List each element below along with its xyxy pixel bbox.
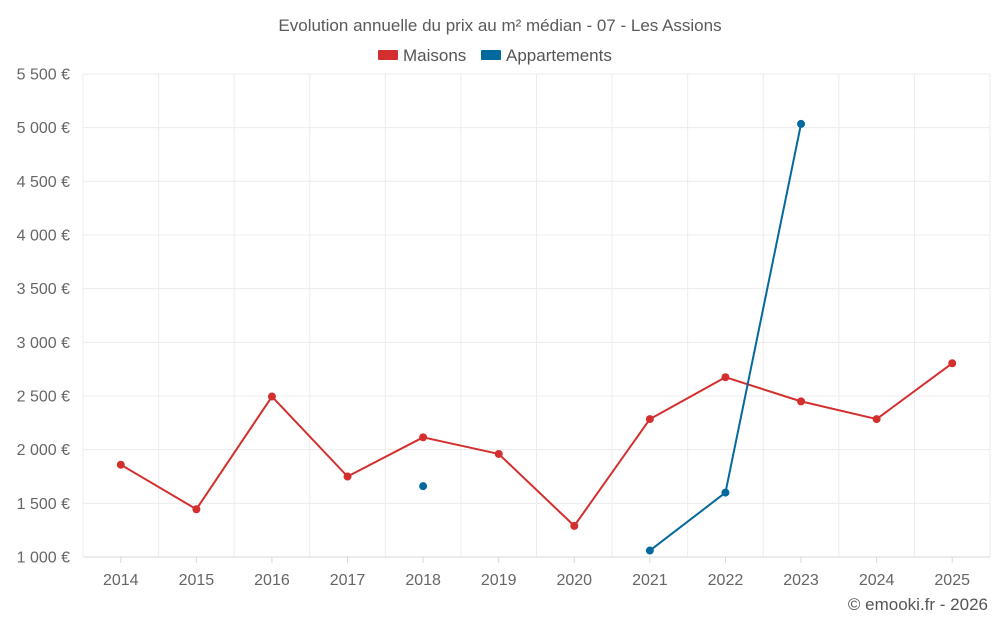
x-tick-label: 2021	[632, 572, 668, 589]
data-point-appartements[interactable]	[797, 119, 806, 128]
x-tick-label: 2024	[859, 572, 895, 589]
y-tick-label: 5 000 €	[17, 120, 70, 137]
x-tick-label: 2017	[330, 572, 366, 589]
data-point-appartements[interactable]	[419, 482, 428, 491]
y-tick-label: 2 500 €	[17, 389, 70, 406]
data-point-maisons[interactable]	[343, 472, 352, 481]
x-tick-label: 2022	[708, 572, 744, 589]
legend: Maisons Appartements	[378, 46, 612, 65]
data-point-maisons[interactable]	[419, 433, 428, 442]
data-point-maisons[interactable]	[494, 449, 503, 458]
grid	[82, 73, 991, 557]
x-tick-label: 2014	[103, 572, 139, 589]
legend-label-maisons: Maisons	[403, 46, 466, 65]
series-layer	[116, 119, 957, 555]
legend-item-appartements[interactable]: Appartements	[481, 46, 612, 65]
data-point-maisons[interactable]	[645, 415, 654, 424]
y-tick-label: 5 500 €	[17, 67, 70, 84]
x-tick-label: 2020	[556, 572, 592, 589]
series-line-maisons	[120, 362, 953, 527]
data-point-maisons[interactable]	[797, 397, 806, 406]
legend-swatch-appartements	[481, 50, 501, 60]
y-tick-label: 2 000 €	[17, 442, 70, 459]
y-tick-label: 3 500 €	[17, 281, 70, 298]
y-tick-label: 1 000 €	[17, 550, 70, 567]
x-tick-label: 2018	[405, 572, 441, 589]
data-point-maisons[interactable]	[570, 521, 579, 530]
legend-label-appartements: Appartements	[506, 46, 612, 65]
data-point-appartements[interactable]	[721, 488, 730, 497]
axes: 1 000 € 1 500 € 2 000 € 2 500 € 3 000 € 3 500…	[17, 67, 990, 589]
y-tick-label: 4 000 €	[17, 228, 70, 245]
data-point-maisons[interactable]	[872, 415, 881, 424]
data-point-maisons[interactable]	[192, 505, 201, 514]
copyright-credit: © emooki.fr - 2026	[848, 595, 988, 614]
data-point-maisons[interactable]	[948, 359, 957, 368]
data-point-maisons[interactable]	[267, 392, 276, 401]
series-appartements	[419, 119, 806, 555]
data-point-maisons[interactable]	[721, 373, 730, 382]
data-point-maisons[interactable]	[116, 460, 125, 469]
legend-swatch-maisons	[378, 50, 398, 60]
legend-item-maisons[interactable]: Maisons	[378, 46, 466, 65]
y-tick-label: 4 500 €	[17, 174, 70, 191]
chart-title: Evolution annuelle du prix au m² médian …	[278, 16, 721, 35]
data-point-appartements[interactable]	[645, 546, 654, 555]
x-tick-label: 2019	[481, 572, 517, 589]
series-maisons	[116, 359, 957, 530]
y-tick-label: 1 500 €	[17, 496, 70, 513]
x-tick-label: 2025	[934, 572, 970, 589]
x-tick-label: 2015	[179, 572, 215, 589]
x-tick-label: 2023	[783, 572, 819, 589]
y-tick-label: 3 000 €	[17, 335, 70, 352]
x-tick-label: 2016	[254, 572, 290, 589]
series-line-appartements	[649, 123, 803, 552]
